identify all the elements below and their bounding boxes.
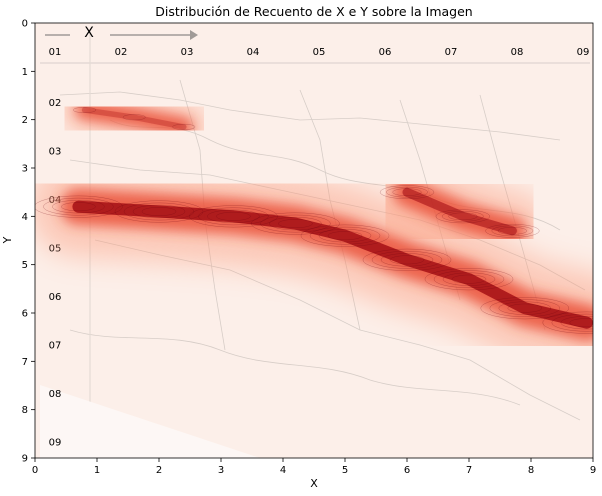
density-contour [497, 227, 527, 235]
density-contour [260, 214, 331, 233]
density-contour [278, 219, 313, 229]
density-contour [485, 223, 540, 238]
density-contour [216, 211, 251, 221]
map-top-label: 07 [445, 47, 458, 58]
y-tick-label: 3 [22, 164, 28, 175]
density-contour [362, 248, 452, 271]
map-top-label: 05 [313, 47, 326, 58]
density-contour [380, 253, 434, 267]
x-tick-label: 8 [528, 465, 534, 476]
map-top-label: 01 [49, 47, 62, 58]
density-core [402, 187, 517, 236]
density-contour [318, 229, 372, 243]
y-tick-label: 4 [22, 212, 28, 223]
map-top-label: 04 [247, 47, 260, 58]
density-contour [489, 299, 561, 318]
x-tick-label: 7 [466, 465, 472, 476]
x-tick-label: 1 [94, 465, 100, 476]
density-contour [189, 205, 278, 228]
map-top-label: 08 [511, 47, 524, 58]
map-top-label: 03 [181, 47, 194, 58]
density-layer [35, 82, 593, 373]
density-core [72, 200, 593, 329]
density-contour [172, 123, 196, 130]
density-contour [424, 268, 514, 291]
y-tick-label: 6 [22, 309, 28, 320]
density-contour [327, 231, 363, 241]
map-side-label: 09 [49, 438, 62, 449]
x-tick-label: 5 [342, 465, 348, 476]
map-side-label: 08 [49, 389, 62, 400]
density-contour [560, 316, 593, 330]
chart-title: Distribución de Recuento de X e Y sobre … [155, 4, 472, 19]
map-side-label: 02 [49, 98, 62, 109]
density-contour [207, 209, 260, 223]
y-tick-label: 8 [22, 405, 28, 416]
density-contour [61, 202, 96, 212]
y-tick-label: 0 [22, 19, 28, 30]
y-tick-label: 1 [22, 67, 28, 78]
map-top-label: 02 [115, 47, 128, 58]
density-contour [542, 311, 593, 334]
density-band [75, 100, 194, 137]
x-tick-label: 0 [32, 465, 38, 476]
density-contour [198, 207, 269, 226]
density-contour [386, 186, 428, 198]
x-axis: 0 1 2 3 4 5 6 7 8 9 [32, 458, 596, 476]
density-contour [448, 212, 478, 221]
density-core [81, 107, 187, 130]
y-axis: 0 1 2 3 4 5 6 7 8 9 [22, 19, 35, 465]
density-contour [480, 297, 570, 320]
map-top-label: 06 [379, 47, 392, 58]
density-contour [435, 209, 490, 224]
y-axis-label: Y [1, 236, 14, 244]
density-contour [269, 216, 322, 231]
x-tick-label: 3 [218, 465, 224, 476]
density-contour [122, 114, 146, 121]
density-contour [73, 106, 96, 114]
x-axis-label: X [310, 477, 318, 490]
plot-frame [34, 22, 594, 459]
x-tick-label: 4 [280, 465, 286, 476]
density-contour [451, 274, 487, 284]
map-side-label: 03 [49, 147, 62, 158]
density-contour [123, 202, 195, 221]
density-contour [433, 270, 505, 289]
y-tick-label: 7 [22, 357, 28, 368]
density-contour [300, 224, 390, 247]
density-contour [251, 212, 340, 235]
x-tick-label: 2 [156, 465, 162, 476]
density-contour [379, 185, 435, 200]
density-contour [35, 195, 123, 218]
x-tick-label: 6 [404, 465, 410, 476]
y-tick-label: 5 [22, 260, 28, 271]
map-side-label: 06 [49, 292, 62, 303]
density-contour [498, 301, 552, 315]
density-contour [441, 211, 484, 222]
map-header-letter: X [84, 25, 94, 41]
density-contour [141, 207, 177, 216]
x-tick-label: 9 [590, 465, 596, 476]
density-contour [43, 197, 114, 216]
y-tick-label: 2 [22, 115, 28, 126]
density-contour [569, 318, 593, 328]
density-contour [442, 272, 496, 286]
density-contour [392, 188, 422, 196]
density-contour [52, 200, 105, 214]
density-contour [507, 303, 543, 313]
y-tick-label: 9 [22, 454, 28, 465]
density-contour [309, 226, 381, 245]
density-contour [389, 255, 425, 265]
map-top-label: 09 [577, 47, 590, 58]
density-contour [371, 250, 443, 269]
density-contour [551, 313, 593, 332]
density-contour [132, 204, 186, 219]
density-contour [114, 200, 204, 223]
density-contour [491, 225, 534, 237]
map-side-label: 07 [49, 341, 62, 352]
